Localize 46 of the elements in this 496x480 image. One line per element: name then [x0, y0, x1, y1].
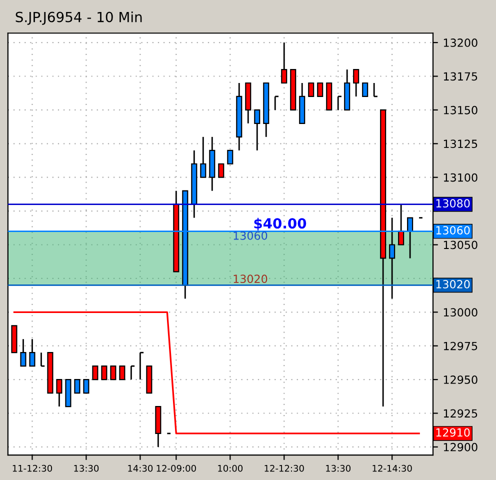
candlestick	[92, 366, 98, 380]
y-tick-label: 13000	[444, 308, 478, 317]
x-tick-label: 13:30	[74, 464, 99, 472]
ref-line-label: 13060	[436, 226, 470, 234]
candlestick	[362, 82, 368, 98]
y-tick-label: 13050	[444, 240, 478, 250]
data-label: 12910	[436, 428, 470, 437]
candlestick	[218, 163, 224, 178]
x-tick-label: 11-12:30	[12, 464, 52, 472]
x-tick-label: 12-09:00	[156, 464, 196, 472]
annotation: $40.00	[254, 218, 306, 230]
y-tick-label: 13125	[444, 140, 478, 148]
candlestick	[83, 379, 90, 394]
candlestick	[308, 82, 314, 98]
y-tick-label: 12950	[444, 376, 478, 384]
y-tick-label: 12900	[444, 442, 478, 452]
candlestick	[317, 82, 324, 98]
candlestick	[56, 378, 62, 408]
y-tick-label: 13100	[444, 173, 478, 182]
ref-line-label: 13080	[436, 199, 470, 208]
y-tick-label: 12975	[444, 342, 478, 350]
candlestick	[200, 136, 206, 178]
candlestick	[110, 366, 116, 380]
x-tick-label: 14:30	[128, 464, 153, 472]
candlestick	[398, 204, 404, 246]
candlestick	[227, 150, 234, 164]
annotation: 13060	[234, 231, 268, 240]
y-tick-label: 12925	[444, 409, 478, 418]
x-tick-label: 12-14:30	[372, 464, 412, 472]
candlestick	[74, 379, 80, 394]
candlestick	[353, 68, 360, 98]
candlestick	[20, 338, 26, 367]
annotation: 13020	[234, 274, 268, 284]
ref-line-label: 13020	[436, 280, 470, 288]
x-tick-label: 10:00	[218, 464, 243, 472]
y-tick-label: 13150	[444, 106, 478, 114]
candlestick	[29, 338, 36, 367]
candlestick	[254, 109, 260, 152]
y-tick-label: 13200	[444, 38, 478, 47]
y-tick-label: 13175	[444, 72, 478, 81]
x-tick-label: 12-12:30	[264, 464, 304, 472]
candlestick	[119, 366, 126, 380]
chart-title: S.JP.J6954 - 10 Min	[16, 12, 142, 25]
candlestick	[281, 42, 288, 84]
candlestick	[101, 366, 108, 380]
x-tick-label: 13:30	[326, 464, 351, 472]
